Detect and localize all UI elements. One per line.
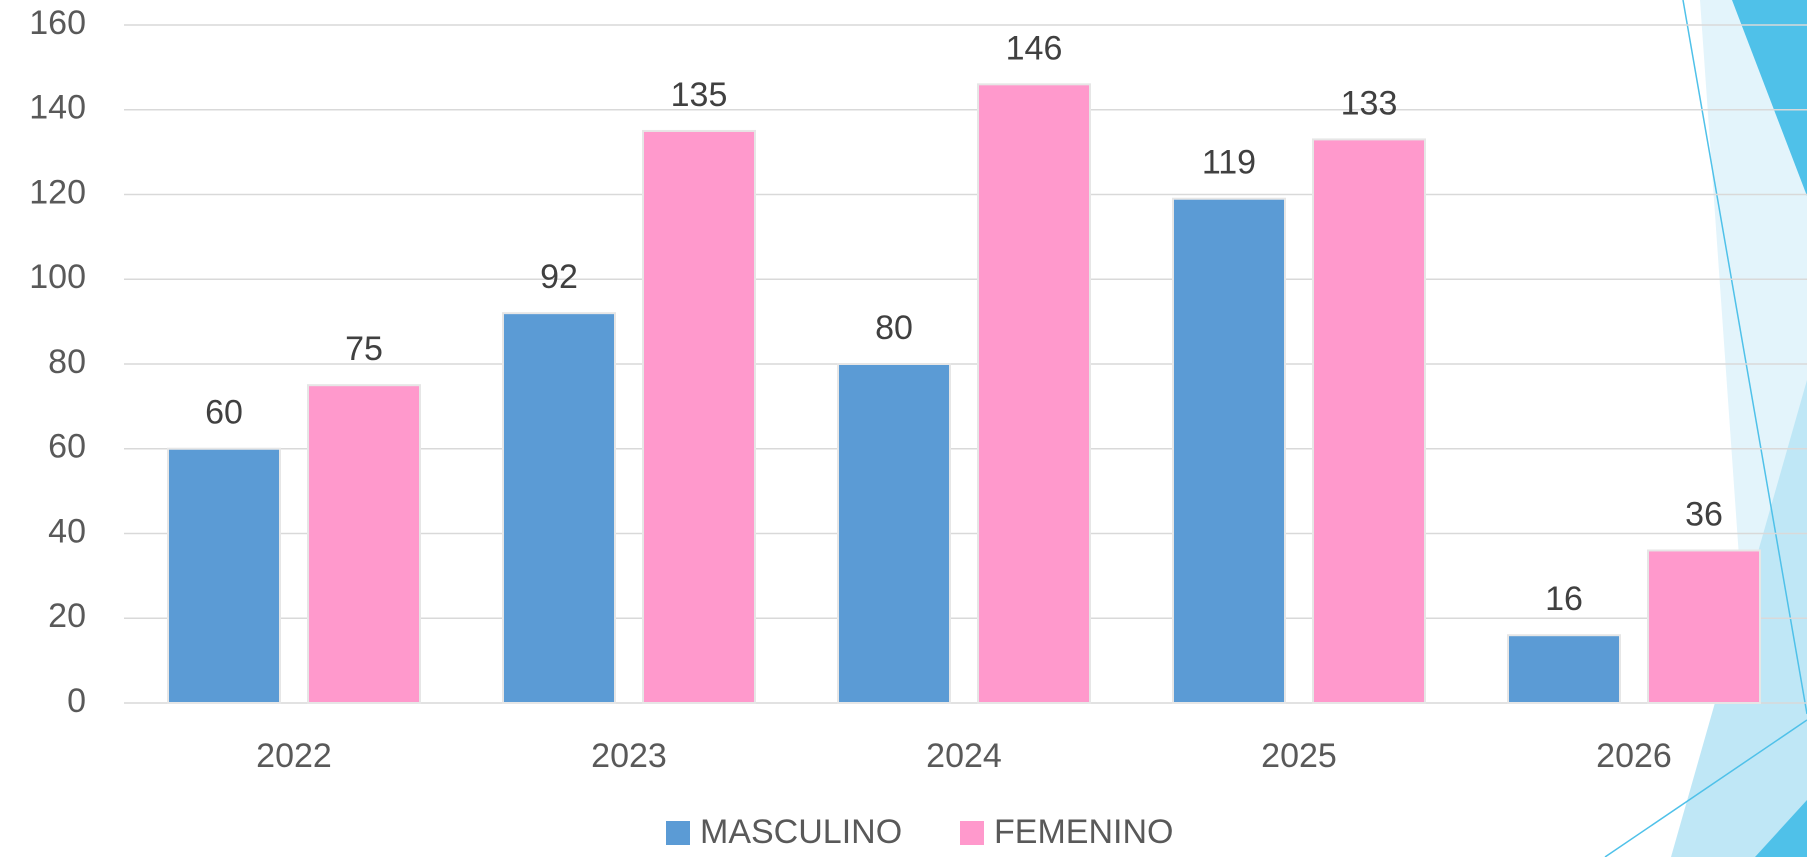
legend-swatch xyxy=(666,821,690,845)
y-tick-label: 40 xyxy=(48,512,86,550)
value-label: 80 xyxy=(875,309,913,347)
bar xyxy=(1648,550,1760,703)
y-tick-label: 160 xyxy=(29,4,86,42)
x-tick-label: 2025 xyxy=(1261,737,1337,775)
bar xyxy=(1173,199,1285,703)
value-label: 75 xyxy=(345,330,383,368)
bar xyxy=(1313,139,1425,703)
y-tick-label: 80 xyxy=(48,343,86,381)
value-label: 60 xyxy=(205,394,243,432)
legend-swatch xyxy=(960,821,984,845)
bar xyxy=(838,364,950,703)
bar xyxy=(308,385,420,703)
x-tick-label: 2026 xyxy=(1596,737,1672,775)
bar xyxy=(643,131,755,703)
y-tick-label: 60 xyxy=(48,428,86,466)
value-label: 16 xyxy=(1545,580,1583,618)
x-tick-label: 2022 xyxy=(256,737,332,775)
value-label: 119 xyxy=(1202,144,1256,182)
y-tick-label: 140 xyxy=(29,89,86,127)
x-tick-label: 2023 xyxy=(591,737,667,775)
legend-label: MASCULINO xyxy=(700,813,902,851)
y-tick-label: 20 xyxy=(48,597,86,635)
decoration xyxy=(1605,0,1807,857)
y-tick-label: 100 xyxy=(29,258,86,296)
bar xyxy=(503,313,615,703)
bar xyxy=(168,449,280,703)
y-tick-label: 120 xyxy=(29,173,86,211)
bar xyxy=(1508,635,1620,703)
value-label: 135 xyxy=(671,76,728,114)
value-label: 36 xyxy=(1685,495,1723,533)
value-label: 92 xyxy=(540,258,578,296)
bar xyxy=(978,84,1090,703)
value-label: 133 xyxy=(1341,84,1398,122)
legend-label: FEMENINO xyxy=(994,813,1173,851)
x-tick-label: 2024 xyxy=(926,737,1002,775)
chart: 0 20 40 60 80 100 120 140 160 2022 60 75 2023 92 135 20… xyxy=(0,0,1807,857)
value-label: 146 xyxy=(1006,29,1063,67)
y-tick-label: 0 xyxy=(67,682,86,720)
